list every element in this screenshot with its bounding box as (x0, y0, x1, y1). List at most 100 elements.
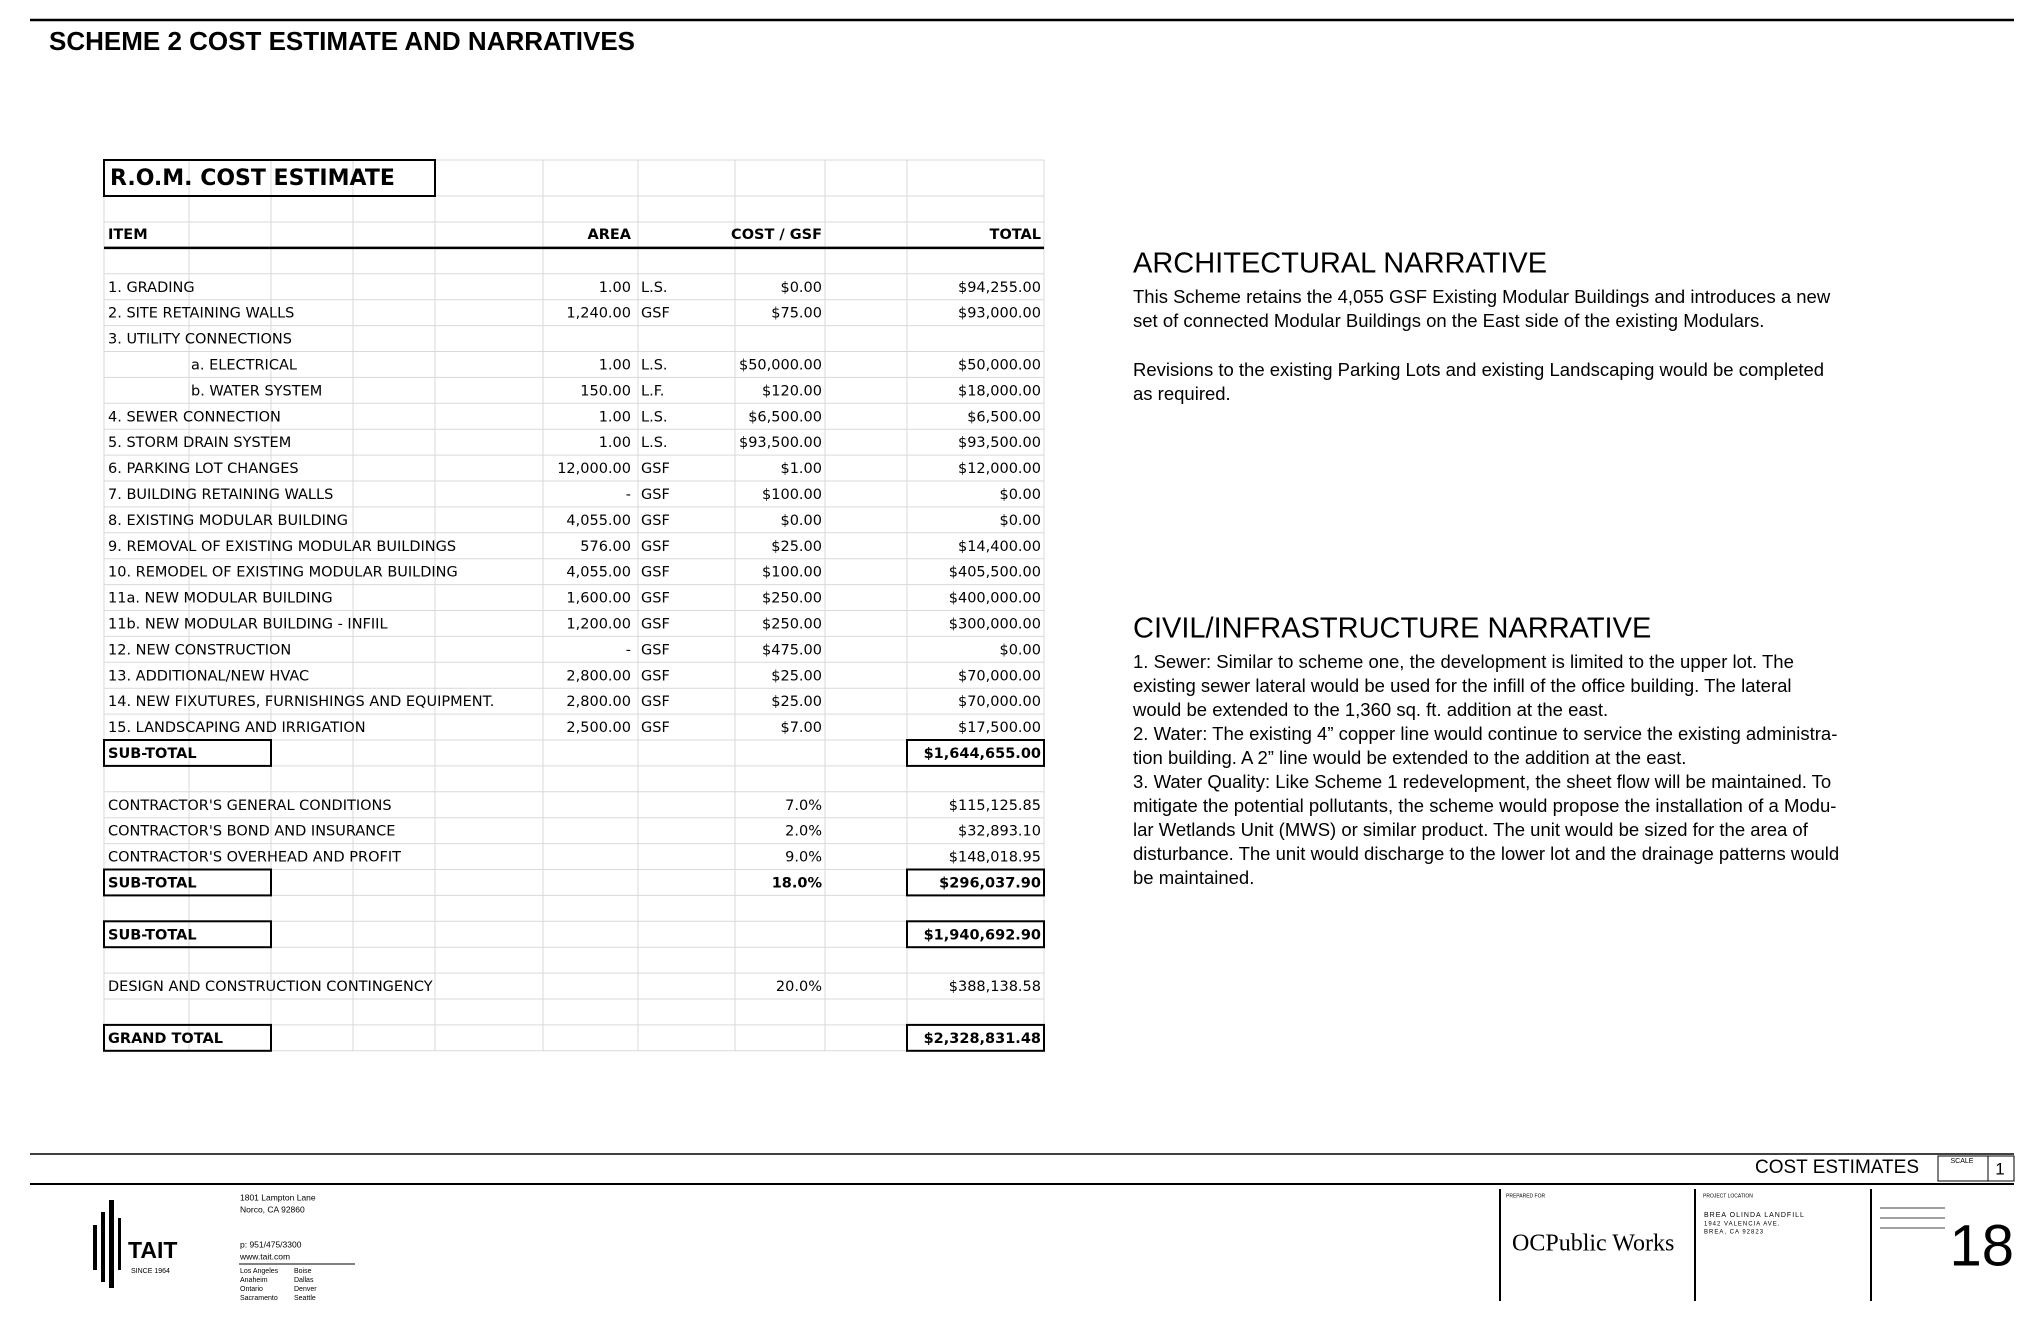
item: SUB-TOTAL (108, 927, 197, 943)
unit: GSF (641, 487, 670, 503)
item: 9. REMOVAL OF EXISTING MODULAR BUILDINGS (108, 539, 456, 555)
unit: GSF (641, 694, 670, 710)
total-box (906, 868, 1045, 897)
unit: GSF (641, 668, 670, 684)
total-box (906, 1023, 1045, 1052)
prepared-for-label: PREPARED FOR (1506, 1193, 1545, 1199)
narrative-line: tion building. A 2” line would be extend… (1133, 747, 1686, 768)
area: 150.00 (580, 383, 631, 399)
total: $93,000.00 (958, 306, 1041, 322)
item: 15. LANDSCAPING AND IRRIGATION (108, 720, 366, 736)
narrative-line: existing sewer lateral would be used for… (1133, 675, 1792, 696)
cost: 18.0% (772, 875, 823, 891)
unit: GSF (641, 616, 670, 632)
firm-contact: www.tait.com (239, 1251, 290, 1261)
cost: $1.00 (780, 461, 822, 477)
cost: $93,500.00 (739, 435, 822, 451)
cost: $25.00 (771, 694, 822, 710)
column-header: TOTAL (990, 227, 1041, 243)
office: Boise (294, 1268, 312, 1275)
narrative-line: lar Wetlands Unit (MWS) or similar produ… (1133, 819, 1809, 840)
item: 12. NEW CONSTRUCTION (108, 642, 291, 658)
item: 11a. NEW MODULAR BUILDING (108, 591, 333, 607)
total: $50,000.00 (958, 357, 1041, 373)
total-box (103, 920, 272, 949)
narrative-line: as required. (1133, 383, 1231, 404)
total: $12,000.00 (958, 461, 1041, 477)
cost: $25.00 (771, 539, 822, 555)
unit: GSF (641, 642, 670, 658)
total: $18,000.00 (958, 383, 1041, 399)
firm-logo (93, 1200, 121, 1288)
cost: $50,000.00 (739, 357, 822, 373)
total: $1,644,655.00 (924, 746, 1041, 762)
total: $70,000.00 (958, 694, 1041, 710)
table-title-box (103, 159, 436, 197)
item: 14. NEW FIXUTURES, FURNISHINGS AND EQUIP… (108, 694, 494, 710)
sheet-title: COST ESTIMATES (1755, 1157, 1919, 1178)
sheet-number: 18 (1949, 1213, 2014, 1278)
cost: $7.00 (780, 720, 822, 736)
item: 11b. NEW MODULAR BUILDING - INFIIL (108, 616, 388, 632)
area: 1.00 (599, 280, 631, 296)
narratives: ARCHITECTURAL NARRATIVE This Scheme retai… (1132, 248, 1839, 888)
office: Anaheim (240, 1277, 268, 1284)
office: Dallas (294, 1277, 314, 1284)
unit: L.S. (641, 357, 668, 373)
narrative-title: ARCHITECTURAL NARRATIVE (1133, 248, 1547, 280)
total: $0.00 (999, 487, 1041, 503)
unit: L.F. (641, 383, 664, 399)
unit: GSF (641, 513, 670, 529)
firm-name: TAIT (128, 1237, 177, 1263)
area: 1,600.00 (566, 591, 631, 607)
total: $296,037.90 (939, 875, 1041, 891)
narrative-line: 2. Water: The existing 4” copper line wo… (1133, 723, 1837, 744)
item: a. ELECTRICAL (191, 357, 297, 373)
office: Sacramento (240, 1295, 278, 1302)
item: 1. GRADING (108, 280, 195, 296)
total: $0.00 (999, 513, 1041, 529)
scale-value: 1 (1995, 1159, 2004, 1178)
narrative-line: disturbance. The unit would discharge to… (1133, 843, 1839, 864)
project-address: 1942 VALENCIA AVE. (1704, 1222, 1780, 1228)
total: $93,500.00 (958, 435, 1041, 451)
cost: $6,500.00 (748, 409, 822, 425)
narrative-line: Revisions to the existing Parking Lots a… (1133, 359, 1824, 380)
unit: GSF (641, 306, 670, 322)
total: $400,000.00 (949, 591, 1041, 607)
unit: GSF (641, 591, 670, 607)
cost: $475.00 (762, 642, 822, 658)
firm-contact: p: 951/475/3300 (240, 1239, 302, 1249)
unit: L.S. (641, 435, 668, 451)
item: 10. REMODEL OF EXISTING MODULAR BUILDING (108, 565, 458, 581)
narrative-line: would be extended to the 1,360 sq. ft. a… (1132, 699, 1608, 720)
item: 6. PARKING LOT CHANGES (108, 461, 299, 477)
total: $1,940,692.90 (924, 927, 1041, 943)
narrative-title: CIVIL/INFRASTRUCTURE NARRATIVE (1133, 613, 1651, 645)
column-header: AREA (587, 227, 631, 243)
office: Ontario (240, 1286, 263, 1293)
unit: L.S. (641, 280, 668, 296)
cost: $250.00 (762, 591, 822, 607)
cost: $100.00 (762, 487, 822, 503)
cost: $25.00 (771, 668, 822, 684)
firm-address: Norco, CA 92860 (240, 1204, 305, 1214)
item: 7. BUILDING RETAINING WALLS (108, 487, 333, 503)
narrative-line: 1. Sewer: Similar to scheme one, the dev… (1133, 651, 1794, 672)
item: 5. STORM DRAIN SYSTEM (108, 435, 291, 451)
total: $388,138.58 (949, 979, 1041, 995)
total-box (103, 739, 272, 767)
area: 12,000.00 (557, 461, 631, 477)
table-title: R.O.M. COST ESTIMATE (110, 166, 395, 191)
total: $94,255.00 (958, 280, 1041, 296)
item: DESIGN AND CONSTRUCTION CONTINGENCY (108, 979, 433, 995)
narrative-line: set of connected Modular Buildings on th… (1133, 310, 1764, 331)
unit: GSF (641, 720, 670, 736)
total: $148,018.95 (949, 850, 1041, 866)
item: SUB-TOTAL (108, 875, 197, 891)
total: $70,000.00 (958, 668, 1041, 684)
area: 4,055.00 (566, 513, 631, 529)
narrative-line: 3. Water Quality: Like Scheme 1 redevelo… (1133, 771, 1831, 792)
total: $2,328,831.48 (924, 1031, 1041, 1047)
cost: $100.00 (762, 565, 822, 581)
